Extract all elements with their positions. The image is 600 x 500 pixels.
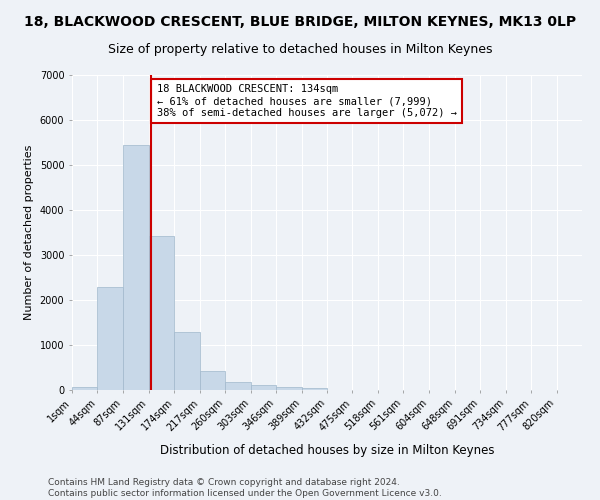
Bar (72, 386, 97, 390)
Bar (225, 382, 251, 390)
Y-axis label: Number of detached properties: Number of detached properties (24, 145, 34, 320)
X-axis label: Distribution of detached houses by size in Milton Keynes: Distribution of detached houses by size … (160, 444, 494, 457)
Text: 18, BLACKWOOD CRESCENT, BLUE BRIDGE, MILTON KEYNES, MK13 0LP: 18, BLACKWOOD CRESCENT, BLUE BRIDGE, MIL… (24, 15, 576, 29)
Text: Contains HM Land Registry data © Crown copyright and database right 2024.
Contai: Contains HM Land Registry data © Crown c… (48, 478, 442, 498)
Bar (149, 236, 175, 390)
Bar (251, 385, 276, 390)
Text: Size of property relative to detached houses in Milton Keynes: Size of property relative to detached ho… (108, 42, 492, 56)
Bar (302, 388, 327, 390)
Text: 18 BLACKWOOD CRESCENT: 134sqm
← 61% of detached houses are smaller (7,999)
38% o: 18 BLACKWOOD CRESCENT: 134sqm ← 61% of d… (157, 84, 457, 117)
Bar (200, 370, 225, 390)
Bar (175, 332, 200, 390)
Bar (276, 386, 302, 390)
Bar (97, 287, 123, 390)
Bar (123, 145, 149, 390)
